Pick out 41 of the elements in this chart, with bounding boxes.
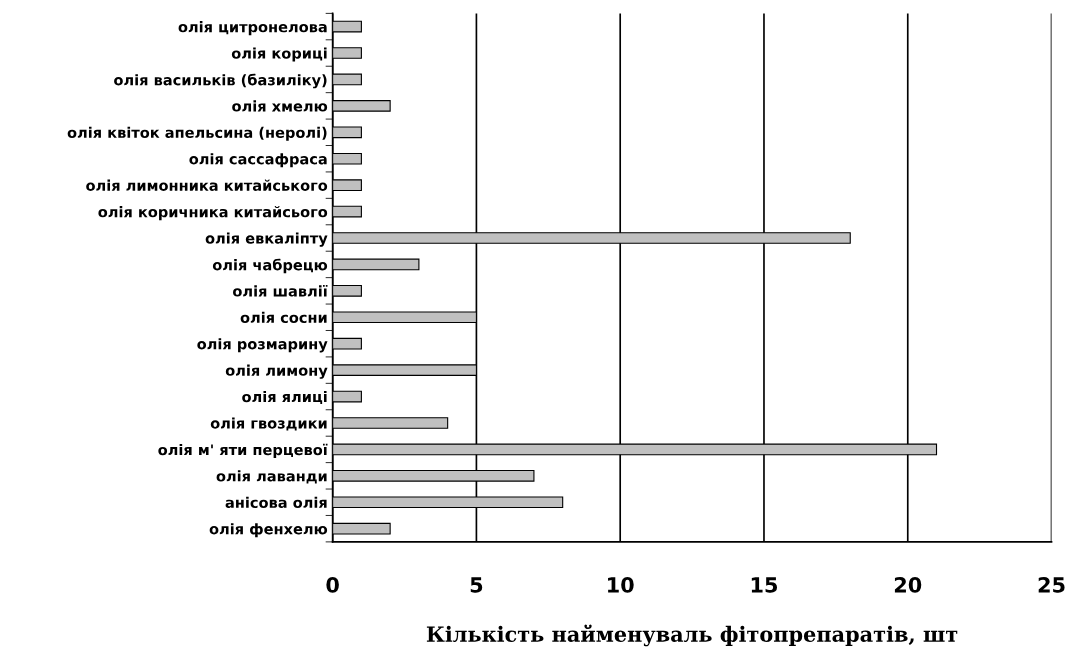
bar	[332, 285, 362, 297]
y-tick-label: олія лимону	[225, 364, 328, 379]
y-tick-label: олія васильків (базиліку)	[114, 73, 327, 89]
bar	[332, 337, 362, 350]
bar	[332, 522, 391, 535]
bar	[332, 390, 362, 403]
y-tick-label: олія цитронелова	[178, 21, 327, 36]
y-tick-label: олія хмелю	[232, 100, 328, 112]
y-tick-label: олія фенхелю	[209, 523, 328, 538]
bar	[332, 73, 362, 86]
bar	[332, 417, 449, 429]
y-tick-label: олія квіток апельсина (неролі)	[67, 126, 327, 141]
bar	[332, 205, 362, 218]
bar	[332, 20, 362, 33]
y-tick-label: олія сассафраса	[189, 153, 327, 168]
bar	[332, 258, 420, 271]
y-tick-label: олія чабрецю	[212, 258, 328, 274]
x-axis-title: Кількість найменуваль фітопрепаратів, шт	[426, 624, 958, 647]
x-tick-label: 25	[1038, 576, 1065, 593]
x-tick-label: 10	[608, 576, 634, 593]
y-tick-label: олія м' яти перцевої	[158, 443, 328, 459]
y-tick-label: олія лаванди	[216, 470, 327, 484]
y-tick-label: олія лимонника китайського	[86, 179, 328, 191]
y-tick-label: олія кориці	[231, 47, 327, 62]
x-tick-label: 20	[894, 576, 922, 593]
y-tick-label: олія розмарину	[197, 338, 328, 353]
y-tick-label: олія ялиці	[242, 391, 327, 405]
x-tick-label: 15	[751, 577, 778, 593]
y-tick-label: олія сосни	[240, 311, 327, 324]
bar	[332, 179, 362, 191]
y-tick-label: олія шавлії	[233, 285, 328, 297]
y-tick-label: олія евкаліпту	[205, 232, 328, 247]
bar	[332, 126, 362, 139]
x-tick-label: 5	[470, 577, 483, 593]
bar	[332, 100, 391, 112]
y-tick-label: олія коричника китайсього	[98, 206, 328, 221]
x-tick-label: 0	[326, 576, 339, 593]
y-tick-label: олія гвоздики	[210, 417, 327, 431]
bar	[332, 47, 362, 59]
bar	[332, 152, 362, 165]
y-tick-label: анісова олія	[225, 496, 327, 508]
